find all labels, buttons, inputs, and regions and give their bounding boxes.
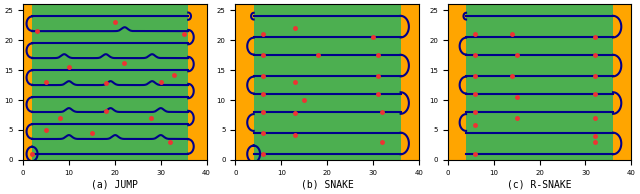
- Bar: [253, 4, 401, 160]
- Bar: [32, 4, 188, 160]
- X-axis label: (a) JUMP: (a) JUMP: [92, 180, 138, 190]
- X-axis label: (b) SNAKE: (b) SNAKE: [301, 180, 353, 190]
- X-axis label: (c) R-SNAKE: (c) R-SNAKE: [508, 180, 572, 190]
- Bar: [466, 4, 613, 160]
